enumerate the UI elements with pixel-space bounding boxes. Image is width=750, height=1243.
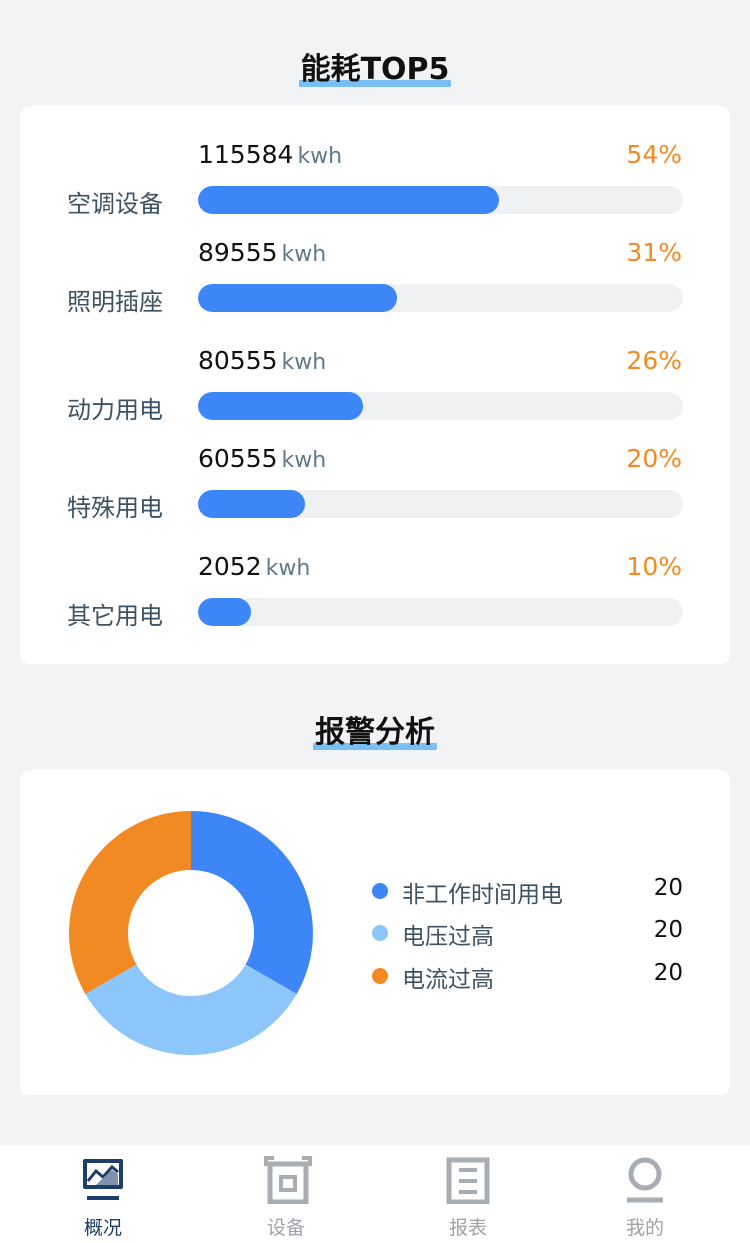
energy-category-label: 其它用电	[67, 602, 163, 630]
energy-title-text: 能耗TOP5	[298, 44, 452, 88]
energy-section-title: 能耗TOP5	[0, 44, 750, 88]
energy-percent: 26%	[626, 346, 682, 375]
energy-value: 2052 kwh	[198, 552, 311, 581]
progress-track	[198, 392, 683, 420]
energy-row: 115584 kwh 54% 空调设备	[20, 140, 730, 230]
donut-slice	[191, 811, 313, 994]
tab-overview-label: 概况	[83, 1217, 122, 1239]
alarm-section-title: 报警分析	[0, 707, 750, 751]
overview-icon	[83, 1159, 123, 1200]
progress-fill	[198, 392, 363, 420]
unit-label: kwh	[265, 556, 311, 581]
energy-percent: 20%	[626, 444, 682, 473]
energy-category-label: 照明插座	[67, 288, 163, 316]
energy-row: 89555 kwh 31% 照明插座	[20, 238, 730, 328]
energy-card: 115584 kwh 54% 空调设备 89555 kwh 31% 照明插座 805…	[20, 106, 730, 664]
legend-count: 20	[653, 875, 683, 901]
energy-percent: 54%	[626, 140, 682, 169]
energy-category-label: 空调设备	[67, 190, 163, 218]
unit-label: kwh	[281, 350, 327, 375]
legend-count: 20	[653, 917, 683, 943]
tab-device[interactable]: 设备	[226, 1146, 346, 1243]
bottom-tab-bar: 概况 设备 报表 我的	[0, 1146, 750, 1243]
legend-item: 电压过高 20	[370, 912, 685, 952]
legend-dot	[372, 883, 388, 899]
legend-dot	[372, 968, 388, 984]
energy-value: 89555 kwh	[198, 238, 327, 267]
legend-item: 电流过高 20	[370, 955, 685, 995]
progress-track	[198, 284, 683, 312]
progress-track	[198, 598, 683, 626]
report-icon	[446, 1157, 490, 1204]
progress-fill	[198, 598, 252, 626]
alarm-donut-chart	[69, 811, 313, 1055]
tab-profile[interactable]: 我的	[585, 1146, 705, 1243]
energy-percent: 10%	[626, 552, 682, 581]
energy-row: 60555 kwh 20% 特殊用电	[20, 444, 730, 534]
device-icon	[264, 1156, 312, 1204]
energy-value: 80555 kwh	[198, 346, 327, 375]
unit-label: kwh	[281, 448, 327, 473]
legend-label: 电流过高	[402, 967, 494, 993]
donut-slice	[69, 811, 191, 994]
energy-value: 60555 kwh	[198, 444, 327, 473]
legend-item: 非工作时间用电 20	[370, 870, 685, 910]
alarm-card: 非工作时间用电 20 电压过高 20 电流过高 20	[20, 770, 730, 1095]
legend-label: 非工作时间用电	[402, 882, 563, 908]
tab-report[interactable]: 报表	[408, 1146, 528, 1243]
energy-category-label: 动力用电	[67, 396, 163, 424]
progress-track	[198, 490, 683, 518]
energy-category-label: 特殊用电	[67, 494, 163, 522]
tab-overview[interactable]: 概况	[43, 1146, 163, 1243]
legend-count: 20	[653, 960, 683, 986]
profile-icon	[627, 1157, 663, 1203]
unit-label: kwh	[297, 144, 343, 169]
progress-track	[198, 186, 683, 214]
tab-device-label: 设备	[266, 1217, 305, 1239]
energy-percent: 31%	[626, 238, 682, 267]
donut-slice	[85, 964, 297, 1055]
tab-profile-label: 我的	[625, 1217, 664, 1239]
tab-report-label: 报表	[448, 1217, 487, 1239]
progress-fill	[198, 186, 499, 214]
energy-value: 115584 kwh	[198, 140, 343, 169]
alarm-title-text: 报警分析	[313, 707, 437, 751]
energy-row: 80555 kwh 26% 动力用电	[20, 346, 730, 436]
progress-fill	[198, 284, 397, 312]
progress-fill	[198, 490, 305, 518]
unit-label: kwh	[281, 242, 327, 267]
legend-dot	[372, 925, 388, 941]
energy-row: 2052 kwh 10% 其它用电	[20, 552, 730, 642]
legend-label: 电压过高	[402, 924, 494, 950]
